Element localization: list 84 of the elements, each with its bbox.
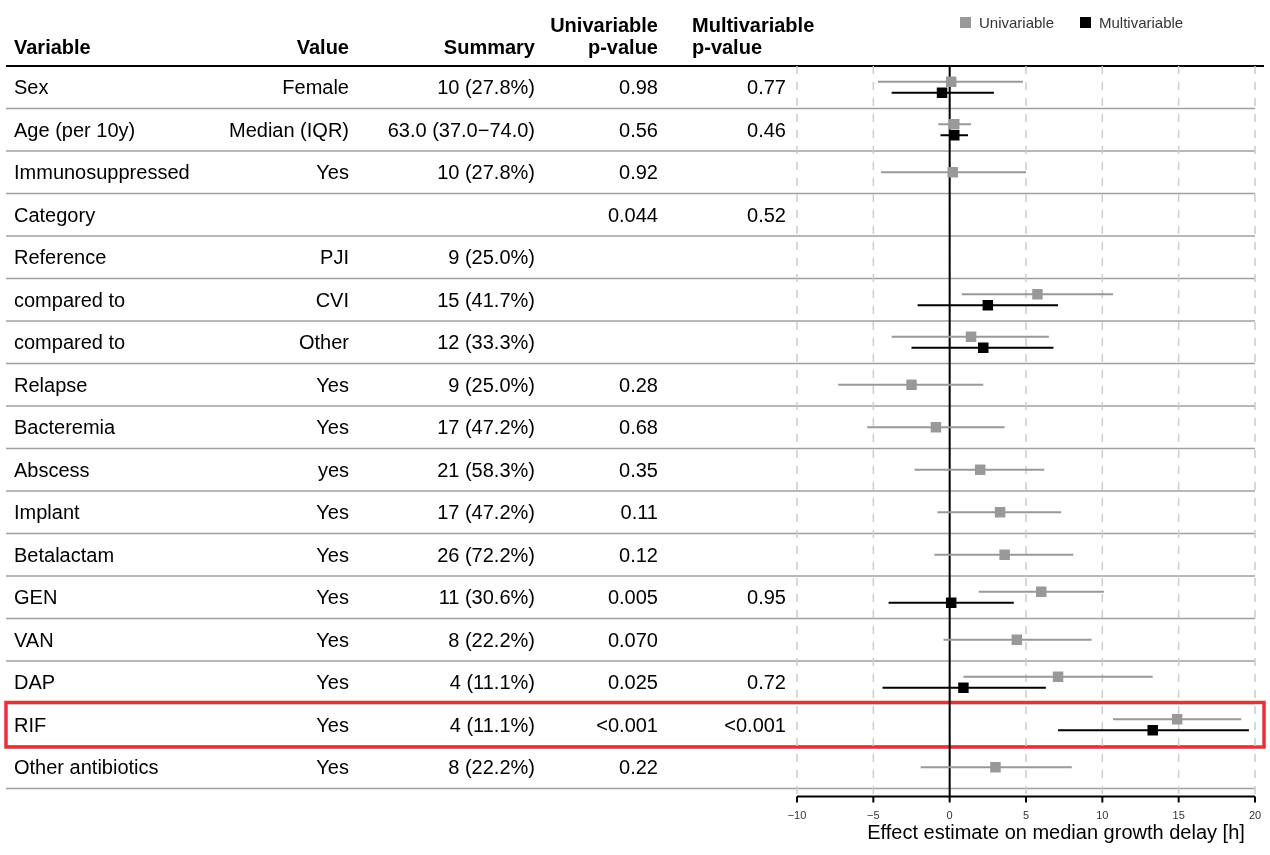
text: Median (IQR) <box>228 118 349 141</box>
y-tick-label: Bacteremia <box>14 416 117 439</box>
y-tick-label: Age (per 10y) <box>14 118 136 141</box>
text: Yes <box>316 671 349 694</box>
y-tick-label: Abscess <box>14 458 90 481</box>
text: 17 (47.2%) <box>437 416 535 439</box>
x-tick-label: −10 <box>787 808 807 821</box>
text: 12 (33.3%) <box>437 331 535 354</box>
text: 0.35 <box>619 458 658 481</box>
text: 0.92 <box>619 161 658 184</box>
legend-label: Multivariable <box>1099 14 1184 31</box>
text: Yes <box>316 501 349 524</box>
y-tick-label: Sex <box>14 76 49 99</box>
legend-label: Univariable <box>979 14 1055 31</box>
text: Yes <box>316 373 349 396</box>
x-tick-label: 10 <box>1096 808 1109 821</box>
text: 10 (27.8%) <box>437 76 535 99</box>
text: 0.12 <box>619 543 658 566</box>
y-tick-label: Reference <box>14 246 107 269</box>
text: Yes <box>316 756 349 779</box>
text: 63.0 (37.0−74.0) <box>387 118 535 141</box>
text: 9 (25.0%) <box>448 246 535 269</box>
text: 0.11 <box>620 501 658 524</box>
y-tick-label: Immunosuppressed <box>14 161 190 184</box>
y-tick-label: DAP <box>14 671 56 694</box>
y-tick-label: Betalactam <box>14 543 115 566</box>
text: 0.025 <box>607 671 658 694</box>
x-tick-label: Summary <box>443 36 536 58</box>
text: 9 (25.0%) <box>448 373 535 396</box>
x-tick-label: −5 <box>867 808 880 821</box>
text: Yes <box>316 628 349 651</box>
text: Other <box>298 331 349 354</box>
y-tick-label: Category <box>14 203 96 226</box>
text: 0.98 <box>619 76 658 99</box>
text: 0.46 <box>747 118 786 141</box>
y-tick-label: Implant <box>14 501 81 524</box>
y-tick-label: Other antibiotics <box>14 756 159 779</box>
text: 0.005 <box>607 586 658 609</box>
text: 0.77 <box>747 76 786 99</box>
text: <0.001 <box>724 713 786 736</box>
text: 0.52 <box>747 203 786 226</box>
text: 21 (58.3%) <box>437 458 535 481</box>
text: 0.044 <box>607 203 658 226</box>
text: Yes <box>316 543 349 566</box>
text: PJI <box>320 246 349 269</box>
text: 11 (30.6%) <box>438 586 535 609</box>
y-tick-label: compared to <box>14 288 126 311</box>
y-tick-label: VAN <box>14 628 54 651</box>
text: Yes <box>316 416 349 439</box>
text: 4 (11.1%) <box>449 671 535 694</box>
text: 0.070 <box>607 628 658 651</box>
text: Yes <box>316 713 349 736</box>
text: Female <box>282 76 349 99</box>
x-axis-title: Effect estimate on median growth delay [h] <box>867 820 1245 843</box>
y-tick-label: compared to <box>14 331 126 354</box>
y-tick-label: Relapse <box>14 373 88 396</box>
text: <0.001 <box>596 713 658 736</box>
text: 26 (72.2%) <box>437 543 535 566</box>
text: 0.68 <box>619 416 658 439</box>
x-tick-label: 0 <box>946 808 953 821</box>
text: CVI <box>315 288 349 311</box>
y-tick-label: GEN <box>14 586 58 609</box>
text: 8 (22.2%) <box>448 628 535 651</box>
text: Yes <box>316 161 349 184</box>
text: 4 (11.1%) <box>449 713 535 736</box>
x-tick-label: 20 <box>1248 808 1262 821</box>
text: 15 (41.7%) <box>437 288 535 311</box>
text: 0.56 <box>619 118 658 141</box>
x-tick-label: 15 <box>1172 808 1185 821</box>
text: 17 (47.2%) <box>437 501 535 524</box>
text: 0.72 <box>747 671 786 694</box>
x-tick-label: Multivariable p-value <box>692 14 815 58</box>
text: 0.22 <box>619 756 658 779</box>
text: 10 (27.8%) <box>437 161 535 184</box>
text: Yes <box>316 586 349 609</box>
text: yes <box>317 458 349 481</box>
y-tick-label: RIF <box>14 713 47 736</box>
y-axis-title: Variable <box>14 36 91 58</box>
x-tick-label: Value <box>296 36 349 58</box>
text: 0.28 <box>619 373 658 396</box>
x-tick-label: 5 <box>1022 808 1030 821</box>
text: 0.95 <box>747 586 786 609</box>
x-tick-label: Univariable p-value <box>550 14 658 58</box>
text: 8 (22.2%) <box>448 756 535 779</box>
